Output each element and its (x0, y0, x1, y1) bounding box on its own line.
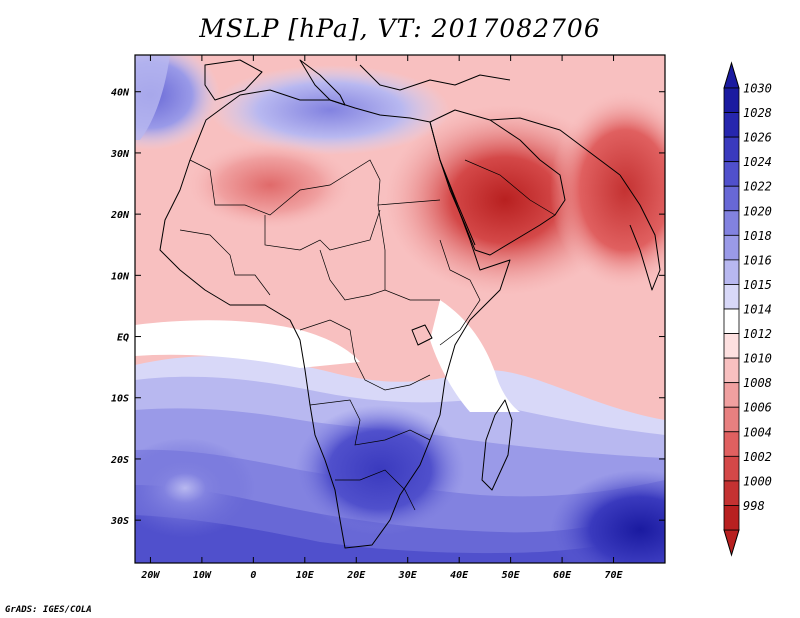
colorbar-swatch (723, 112, 740, 138)
country-borders (179, 159, 556, 511)
colorbar-swatch (723, 259, 740, 285)
colorbar-label: 1020 (743, 204, 772, 218)
west-edge-high (135, 55, 170, 140)
colorbar-swatch (723, 406, 740, 433)
y-tick-label: 30S (110, 516, 129, 527)
arabia-coastline (429, 109, 566, 256)
border-east (439, 239, 481, 346)
colorbar-label: 1002 (743, 450, 772, 464)
colorbar-label: 1012 (743, 327, 772, 341)
colorbar-swatch (723, 308, 740, 334)
chart-title: MSLP [hPa], VT: 2017082706 (199, 14, 601, 43)
coastlines (159, 59, 661, 549)
colorbar-label: 1010 (743, 352, 772, 366)
greece-turkey-coastline (359, 64, 511, 91)
border-south-1 (309, 399, 431, 446)
border-arabia (464, 159, 556, 216)
x-tick-label: 10E (296, 570, 315, 581)
colorbar-label: 1004 (743, 425, 772, 439)
colorbar-swatch (723, 382, 740, 408)
colorbar-label: 1024 (743, 155, 772, 169)
x-tick-label: 0 (250, 570, 256, 581)
y-tick-label: 10N (111, 271, 130, 282)
iberia-coastline (204, 59, 263, 101)
band-south-1026 (135, 515, 665, 563)
border-south-2 (335, 469, 416, 511)
border-sahara-2 (264, 209, 381, 251)
colorbar-arrow-bottom (723, 529, 740, 557)
colorbar-label: 1016 (743, 253, 772, 267)
colorbar-label: 1008 (743, 376, 772, 390)
colorbar-swatch (723, 431, 740, 457)
colorbar-swatch (723, 210, 740, 236)
y-tick-label: 20N (110, 210, 130, 221)
persia-coastline (489, 117, 621, 176)
y-axis-ticks: 40N 30N 20N 10N EQ 10S 20S 30S (110, 88, 665, 527)
colorbar-arrow-top (723, 61, 740, 89)
colorbar-swatch (723, 234, 740, 261)
indian-low (550, 90, 665, 290)
colorbar-label: 1006 (743, 401, 772, 415)
colorbar-label: 1015 (743, 278, 772, 292)
y-tick-label: 20S (110, 455, 129, 466)
madagascar (481, 399, 513, 491)
colorbar-label: 1000 (743, 474, 772, 488)
italy-coastline (299, 59, 346, 106)
x-tick-label: 40E (450, 570, 469, 581)
pressure-field (135, 55, 665, 563)
border-nile (377, 204, 386, 290)
colorbar-label: 1028 (743, 106, 772, 120)
x-tick-label: 30E (398, 570, 418, 581)
colorbar-label: 1018 (743, 229, 772, 243)
india-coastline (619, 174, 661, 291)
map-frame (134, 54, 666, 564)
south-atlantic-high (135, 438, 255, 538)
band-equator-1014 (135, 320, 360, 368)
border-central-2 (299, 319, 431, 391)
colorbar-swatch (723, 480, 740, 506)
x-tick-label: 70E (605, 570, 624, 581)
colorbar-label: 1026 (743, 131, 772, 145)
x-tick-label: 20W (140, 570, 160, 581)
x-tick-label: 60E (553, 570, 572, 581)
colorbar-label: 1022 (743, 180, 772, 194)
x-axis-ticks: 20W 10W 0 10E 20E 30E 40E 50E 60E 70E (140, 55, 624, 581)
red-sea-west (439, 159, 476, 246)
lake-victoria (411, 324, 433, 346)
colorbar-swatch (723, 505, 740, 531)
colorbar-label: 998 (743, 499, 765, 513)
colorbar-swatch (723, 455, 740, 482)
colorbar-swatch (723, 284, 740, 310)
africa-coastline (159, 89, 511, 549)
colorbar-swatch (723, 357, 740, 384)
south-indian-high (550, 470, 665, 563)
y-tick-label: 10S (111, 394, 129, 405)
border-sahara-1 (189, 159, 441, 216)
border-west (179, 229, 271, 296)
border-central-1 (319, 249, 440, 301)
colorbar-swatch (723, 87, 740, 113)
y-tick-label: 30N (110, 149, 130, 160)
colorbar-swatch (723, 161, 740, 187)
colorbar-label: 1014 (743, 303, 772, 317)
band-mozchannel-1014 (430, 300, 520, 412)
x-tick-label: 20E (346, 570, 366, 581)
credit-label: GrADS: IGES/COLA (5, 605, 92, 615)
colorbar: 1030 1028 1026 1024 1022 1020 1018 1016 1015 1014… (723, 61, 772, 557)
sahara-low (185, 140, 355, 230)
colorbar-swatch (723, 185, 740, 212)
x-tick-label: 10W (193, 570, 212, 581)
x-tick-label: 50E (502, 570, 521, 581)
y-tick-label: EQ (117, 333, 129, 344)
y-tick-label: 40N (111, 88, 130, 99)
colorbar-label: 1030 (743, 82, 772, 96)
south-africa-high (295, 405, 465, 535)
colorbar-swatch (723, 333, 740, 359)
colorbar-swatch (723, 136, 740, 163)
